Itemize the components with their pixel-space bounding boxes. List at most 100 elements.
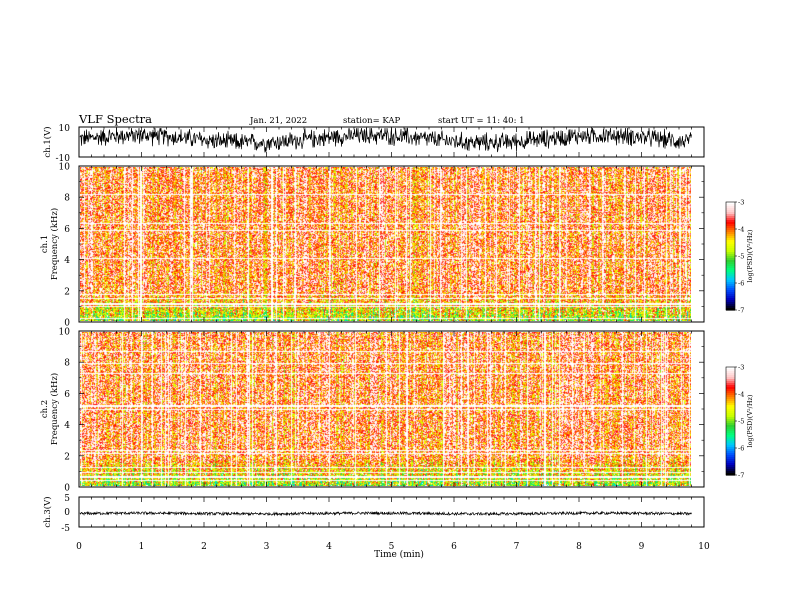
colorbar-segment [726, 268, 735, 271]
colorbar-segment [726, 385, 735, 388]
colorbar-segment [726, 457, 735, 460]
colorbar-segment [726, 443, 735, 446]
x-tick-label: 7 [514, 542, 520, 552]
colorbar-tick-label: -5 [738, 418, 744, 426]
colorbar-segment [726, 423, 735, 426]
date-label: Jan. 21, 2022 [249, 116, 307, 126]
colorbar-segment [726, 264, 735, 267]
colorbar-segment [726, 417, 735, 420]
colorbar-segment [726, 459, 735, 462]
colorbar-segment [726, 383, 735, 386]
colorbar-segment [726, 471, 735, 474]
ch1-spectrogram-panel: 0 2 4 6 8 10 ch.1 Frequency (kHz) [40, 163, 705, 329]
colorbar-segment [726, 218, 735, 221]
x-tick-label: 10 [698, 542, 710, 552]
colorbar-segment [726, 304, 735, 307]
ch2-spectrogram-panel: 0 2 4 6 8 10 ch.2 Frequency (kHz) [40, 328, 705, 494]
ch1-spectrogram-ticks [78, 165, 705, 323]
colorbar-segment [726, 469, 735, 472]
colorbar-segment [726, 395, 735, 398]
colorbar-segment [726, 421, 735, 424]
ch1-spectrogram-image [80, 167, 691, 321]
colorbar-segment [726, 296, 735, 299]
y-tick-label: 10 [59, 328, 71, 338]
colorbar-segment [726, 214, 735, 217]
ch2-colorbar-gradient [726, 367, 735, 476]
colorbar-tick-label: -5 [738, 253, 744, 261]
colorbar-segment [726, 447, 735, 450]
ch1-colorbar-gradient [726, 202, 735, 311]
colorbar-segment [726, 232, 735, 235]
colorbar-segment [726, 276, 735, 279]
colorbar-segment [726, 413, 735, 416]
colorbar-segment [726, 252, 735, 255]
colorbar-segment [726, 415, 735, 418]
x-tick-label: 1 [139, 542, 145, 552]
y-tick-label: 4 [64, 256, 70, 266]
colorbar-segment [726, 377, 735, 380]
ch2-spectrogram-ylabel-frequency: Frequency (kHz) [49, 373, 60, 445]
colorbar-segment [726, 306, 735, 309]
ch2-colorbar-label: log(PSD)(V²/Hz) [746, 394, 754, 447]
colorbar-segment [726, 242, 735, 245]
colorbar-segment [726, 216, 735, 219]
colorbar-tick-label: -3 [738, 364, 744, 372]
x-axis-label: Time (min) [374, 549, 424, 560]
colorbar-segment [726, 302, 735, 305]
ch3-waveform-trace [79, 510, 692, 517]
ch3-waveform-ticks [78, 497, 705, 527]
ch2-spectrogram-image [80, 332, 691, 486]
ch2-spectrogram-ticks [78, 330, 705, 488]
colorbar-segment [726, 202, 735, 205]
ch3-ytick-bottom: -5 [61, 524, 70, 534]
colorbar-segment [726, 248, 735, 251]
colorbar-segment [726, 286, 735, 289]
colorbar-segment [726, 431, 735, 434]
y-tick-label: 10 [59, 163, 71, 173]
ch3-waveform-panel: 5 0 -5 ch.3(V) [42, 494, 705, 534]
x-tick-label: 3 [264, 542, 270, 552]
colorbar-segment [726, 226, 735, 229]
ch2-colorbar-ticks: -3 -4 -5 -6 -7 [735, 364, 744, 480]
colorbar-segment [726, 266, 735, 269]
y-tick-label: 2 [64, 452, 70, 462]
colorbar-segment [726, 373, 735, 376]
colorbar-tick-label: -6 [738, 280, 744, 288]
y-tick-label: 0 [64, 319, 70, 329]
x-tick-label: 9 [639, 542, 645, 552]
colorbar-segment [726, 393, 735, 396]
colorbar-segment [726, 397, 735, 400]
colorbar-segment [726, 437, 735, 440]
colorbar-segment [726, 234, 735, 237]
x-tick-label: 6 [451, 542, 457, 552]
ch3-ytick-middle: 0 [64, 508, 70, 518]
ch1-spectrogram-ytick-labels: 0 2 4 6 8 10 [59, 163, 71, 329]
colorbar-tick-label: -3 [738, 199, 744, 207]
figure-title: VLF Spectra [78, 112, 152, 126]
y-tick-label: 4 [64, 421, 70, 431]
colorbar-segment [726, 210, 735, 213]
ch2-spectrogram-ytick-labels: 0 2 4 6 8 10 [59, 328, 71, 494]
colorbar-segment [726, 208, 735, 211]
colorbar-segment [726, 411, 735, 414]
colorbar-segment [726, 387, 735, 390]
colorbar-segment [726, 204, 735, 207]
colorbar-segment [726, 467, 735, 470]
start-time-label: start UT = 11: 40: 1 [438, 116, 525, 126]
colorbar-segment [726, 425, 735, 428]
ch1-waveform-panel: 10 -10 ch.1(V) [42, 124, 705, 164]
colorbar-segment [726, 427, 735, 430]
ch3-ytick-top: 5 [64, 494, 70, 504]
colorbar-segment [726, 212, 735, 215]
colorbar-segment [726, 258, 735, 261]
x-tick-label: 8 [576, 542, 582, 552]
y-tick-label: 2 [64, 287, 70, 297]
colorbar-segment [726, 451, 735, 454]
colorbar-segment [726, 246, 735, 249]
colorbar-segment [726, 465, 735, 468]
colorbar-segment [726, 435, 735, 438]
ch1-colorbar-label: log(PSD)(V²/Hz) [746, 229, 754, 282]
colorbar-segment [726, 367, 735, 370]
colorbar-segment [726, 228, 735, 231]
